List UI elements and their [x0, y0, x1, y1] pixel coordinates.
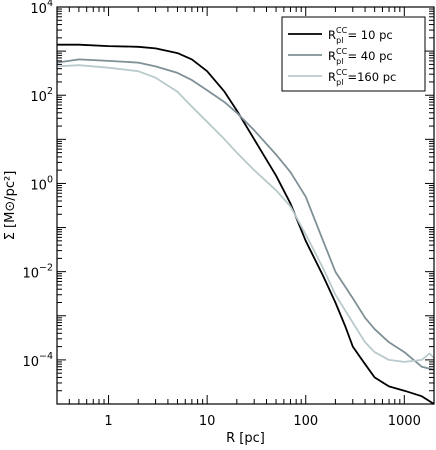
y-tick-base: 10	[22, 267, 39, 282]
y-tick-base: 10	[22, 355, 39, 370]
y-axis-label: Σ [M⊙/pc²]	[3, 171, 18, 241]
series-line-1	[57, 43, 435, 405]
y-tick-exponent: 2	[47, 86, 53, 97]
legend-label-2: RCC pl = 40 pc	[328, 47, 393, 66]
x-tick-label: 1000	[388, 414, 421, 429]
y-tick-label: 102	[30, 86, 53, 105]
x-tick-label: 100	[293, 414, 318, 429]
y-tick-label: 10−4	[22, 351, 53, 370]
legend-items: RCC pl = 10 pc RCC pl = 40 pc RCC pl =160 pc	[288, 26, 396, 87]
y-tick-base: 10	[30, 90, 47, 105]
y-tick-label: 100	[30, 174, 53, 193]
y-tick-exponent: 4	[47, 0, 53, 9]
legend-label-3: RCC pl =160 pc	[328, 68, 396, 87]
axis-ticks	[56, 6, 435, 405]
x-axis-label: R [pc]	[226, 431, 265, 446]
y-tick-base: 10	[30, 2, 47, 17]
series-line-3	[56, 64, 435, 363]
legend-label-1: RCC pl = 10 pc	[328, 26, 393, 45]
x-tick-label: 1	[104, 414, 112, 429]
y-tick-exponent: 0	[47, 174, 53, 185]
y-tick-label: 10−2	[22, 263, 53, 282]
y-tick-base: 10	[30, 178, 47, 193]
legend-box	[281, 16, 426, 92]
series-layer	[56, 43, 435, 405]
y-tick-exponent: −2	[39, 263, 53, 274]
y-tick-label: 104	[30, 0, 53, 17]
y-tick-exponent: −4	[39, 351, 53, 362]
series-line-2	[56, 58, 435, 371]
x-tick-label: 10	[199, 414, 216, 429]
plot-frame	[56, 6, 435, 405]
legend: RCC pl = 10 pc RCC pl = 40 pc RCC pl =160 pc	[281, 16, 426, 92]
